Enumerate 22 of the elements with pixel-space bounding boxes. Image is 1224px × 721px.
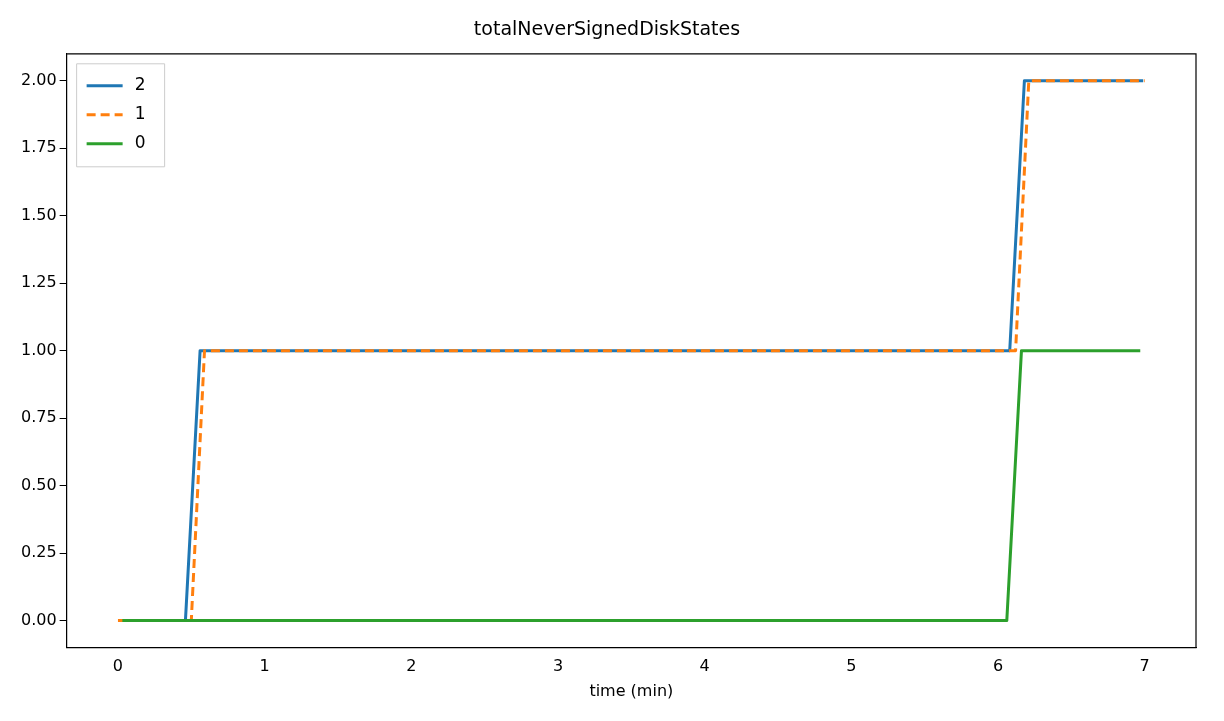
legend-label: 2 [134,74,146,95]
chart-title: totalNeverSignedDiskStates [473,17,741,40]
x-tick-label: 1 [259,656,270,676]
y-tick-label: 0.75 [21,407,57,427]
x-tick-label: 2 [406,656,417,676]
x-tick-label: 7 [1139,656,1150,676]
x-tick-label: 5 [846,656,857,676]
x-axis-title: time (min) [589,680,674,700]
y-tick-label: 0.25 [21,542,57,562]
x-tick-label: 6 [992,656,1004,676]
legend-label: 1 [134,103,146,124]
y-tick-label: 1.75 [21,137,57,157]
legend-label: 0 [134,132,146,153]
y-tick-label: 1.50 [21,204,57,224]
y-tick-label: 2.00 [21,69,57,89]
y-tick-label: 1.25 [21,272,57,292]
x-tick-label: 4 [699,656,710,676]
y-tick-label: 0.00 [21,609,57,629]
x-tick-label: 3 [552,656,564,676]
y-tick-label: 1.00 [21,339,57,359]
y-tick-label: 0.50 [21,474,57,494]
x-tick-label: 0 [112,656,124,676]
